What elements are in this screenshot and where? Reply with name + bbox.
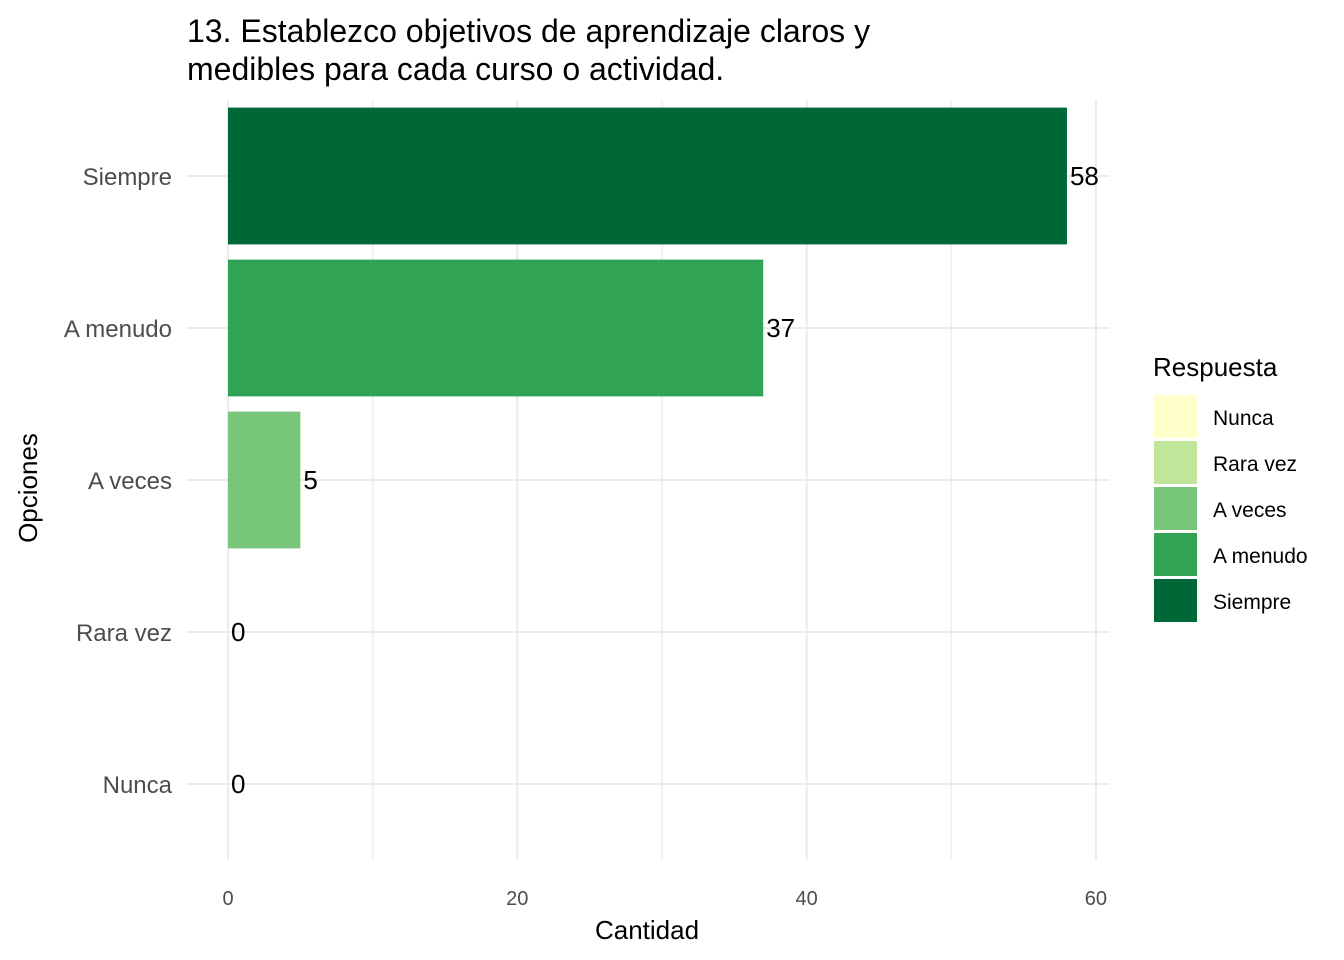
legend-key bbox=[1154, 395, 1197, 438]
bar bbox=[228, 259, 764, 397]
legend-key bbox=[1154, 487, 1197, 530]
y-tick-label: Nunca bbox=[103, 772, 173, 799]
x-tick-label: 0 bbox=[222, 888, 233, 910]
legend-key bbox=[1154, 533, 1197, 576]
data-label: 5 bbox=[303, 465, 317, 495]
bars bbox=[228, 107, 1067, 549]
chart-title-line-2: medibles para cada curso o actividad. bbox=[187, 51, 724, 87]
data-label: 37 bbox=[766, 313, 795, 343]
x-tick-label: 40 bbox=[795, 888, 817, 910]
legend-label: Siempre bbox=[1213, 591, 1291, 614]
legend-label: A menudo bbox=[1213, 545, 1308, 568]
chart-title-line-1: 13. Establezco objetivos de aprendizaje … bbox=[187, 13, 870, 49]
legend-label: A veces bbox=[1213, 499, 1287, 522]
data-label: 58 bbox=[1070, 161, 1099, 191]
legend-items: Nunca Rara vez A veces A menudo Siempre bbox=[1154, 395, 1308, 622]
data-labels: 0 0 5 37 58 bbox=[231, 161, 1099, 799]
legend-label: Nunca bbox=[1213, 407, 1274, 430]
legend: Respuesta Nunca Rara vez A veces A menudo Si… bbox=[1153, 352, 1308, 622]
y-axis-title: Opciones bbox=[13, 433, 43, 543]
y-tick-label: Rara vez bbox=[76, 620, 172, 647]
y-axis-tick-labels: Nunca Rara vez A veces A menudo Siempre bbox=[64, 164, 173, 799]
legend-key bbox=[1154, 441, 1197, 484]
legend-label: Rara vez bbox=[1213, 453, 1297, 476]
data-label: 0 bbox=[231, 617, 245, 647]
y-tick-label: A veces bbox=[88, 468, 172, 495]
y-tick-label: A menudo bbox=[64, 316, 172, 343]
bar bbox=[228, 107, 1067, 245]
x-tick-label: 20 bbox=[506, 888, 528, 910]
bar bbox=[228, 411, 301, 549]
legend-title: Respuesta bbox=[1153, 352, 1278, 382]
x-axis-title: Cantidad bbox=[595, 915, 699, 945]
x-axis-tick-labels: 0 20 40 60 bbox=[222, 888, 1107, 910]
chart-title: 13. Establezco objetivos de aprendizaje … bbox=[187, 13, 870, 87]
data-label: 0 bbox=[231, 769, 245, 799]
y-tick-label: Siempre bbox=[83, 164, 172, 191]
x-tick-label: 60 bbox=[1085, 888, 1107, 910]
legend-key bbox=[1154, 579, 1197, 622]
